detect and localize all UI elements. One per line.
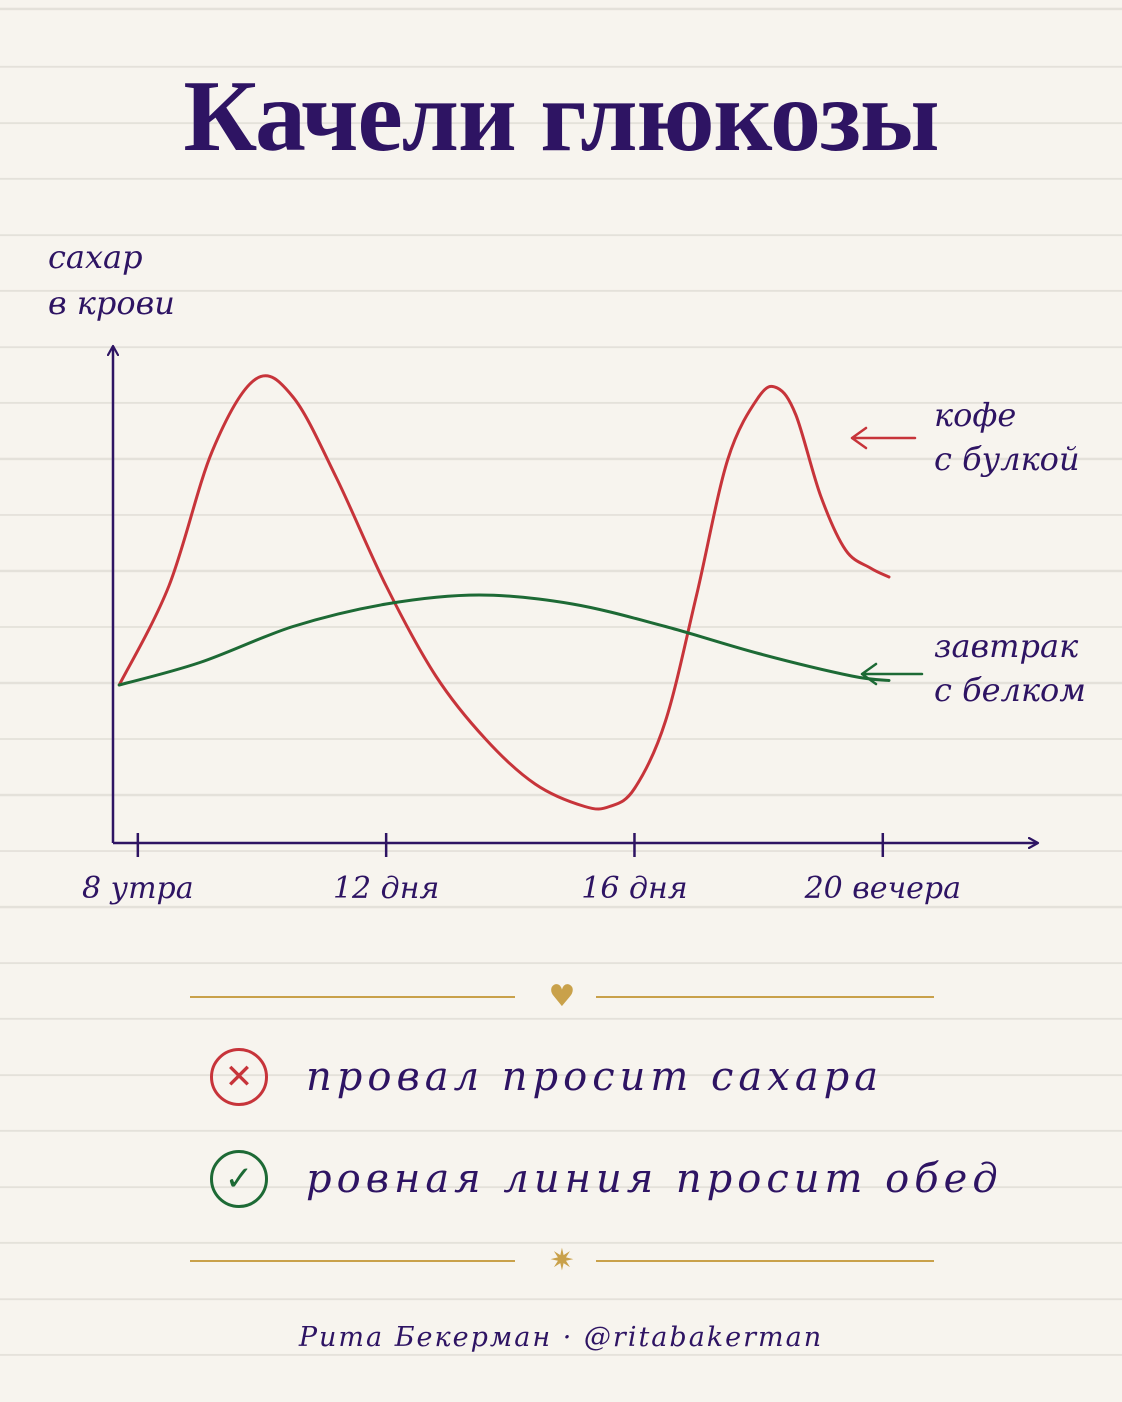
heart-icon: ♥	[548, 979, 576, 1014]
y-axis-label-line2: в крови	[48, 284, 175, 322]
series-label-coffee-bun: кофе с булкой	[850, 396, 1080, 478]
series-line-coffee-bun	[117, 374, 891, 811]
divider-heart: ♥	[190, 977, 934, 1017]
series-line-protein-breakfast	[117, 593, 891, 687]
y-axis-label-line1: сахар	[48, 238, 143, 276]
series-pointer-arrow-protein	[860, 662, 924, 686]
author-credit: Рита Бекерман · @ritabakerman	[298, 1322, 824, 1353]
legend-item-bad: ✕ провал просит сахара	[210, 1042, 883, 1112]
series-label-protein-breakfast: завтрак с белком	[860, 627, 1086, 709]
x-tick-label: 12 дня	[333, 871, 439, 906]
divider-line-left	[190, 1260, 515, 1262]
divider-line-right	[596, 1260, 934, 1262]
cross-circle-icon: ✕	[210, 1048, 268, 1106]
series-label-protein-line1: завтрак	[934, 627, 1079, 665]
star-icon: ✷	[549, 1243, 575, 1278]
series-label-coffee-line2: с булкой	[934, 440, 1080, 478]
legend-text-bad: провал просит сахара	[306, 1054, 884, 1100]
divider-line-right	[596, 996, 934, 998]
check-circle-icon: ✓	[210, 1150, 268, 1208]
x-tick-label: 20 вечера	[804, 871, 961, 906]
series-label-protein-line2: с белком	[934, 671, 1086, 709]
legend-text-good: ровная линия просит обед	[306, 1156, 1003, 1202]
divider-star: ✷	[190, 1241, 934, 1281]
legend-item-good: ✓ ровная линия просит обед	[210, 1144, 1003, 1214]
x-tick-label: 8 утра	[82, 871, 194, 906]
x-tick-label: 16 дня	[581, 871, 687, 906]
series-pointer-arrow-coffee	[850, 426, 917, 450]
page-title: Качели глюкозы	[183, 60, 939, 173]
series-label-coffee-line1: кофе	[934, 396, 1016, 434]
divider-line-left	[190, 996, 515, 998]
glucose-chart: сахар в крови 8 утра 12 дня 16 дня 20 вечер…	[48, 238, 1086, 906]
